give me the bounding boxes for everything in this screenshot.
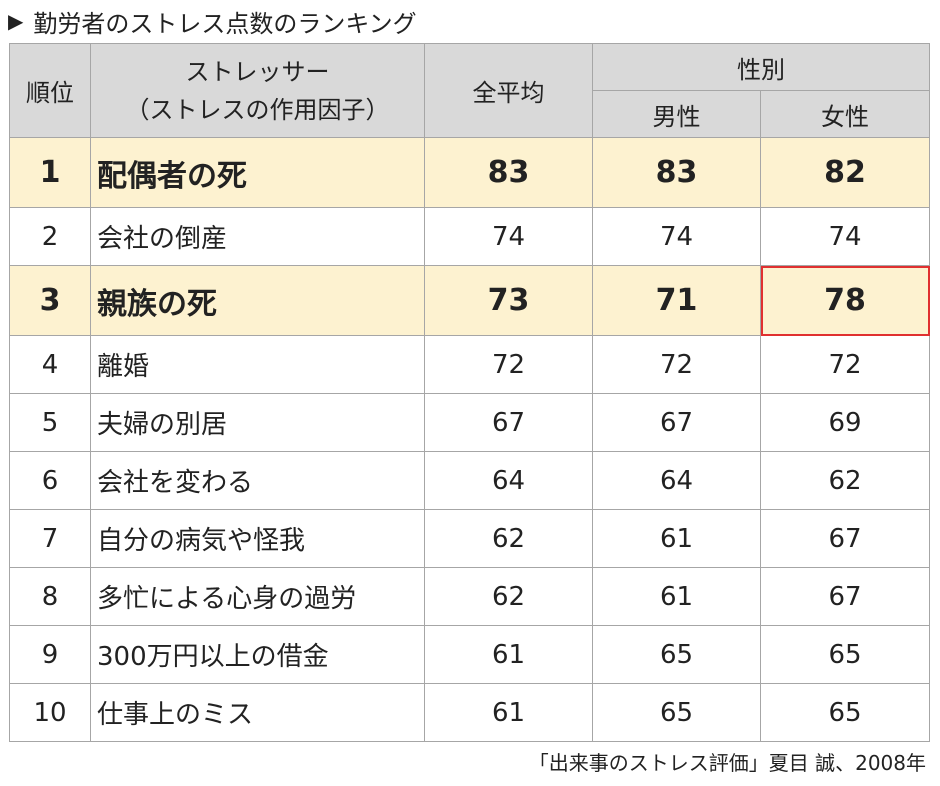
table-row: 9 300万円以上の借金 61 65 65 [9, 625, 930, 684]
table-row: 3 親族の死 73 71 78 [9, 265, 930, 336]
female-cell: 69 [760, 393, 930, 452]
stressor-cell: 離婚 [90, 335, 425, 394]
source-citation: 「出来事のストレス評価」夏目 誠、2008年 [528, 750, 926, 775]
stressor-cell: 仕事上のミス [90, 683, 425, 742]
table-row: 10 仕事上のミス 61 65 65 [9, 683, 930, 742]
overall-cell: 62 [424, 509, 593, 568]
header-male: 男性 [592, 90, 761, 138]
stressor-cell: 自分の病気や怪我 [90, 509, 425, 568]
stressor-cell: 会社の倒産 [90, 207, 425, 266]
stressor-cell: 会社を変わる [90, 451, 425, 510]
rank-cell: 3 [9, 265, 91, 336]
overall-cell: 67 [424, 393, 593, 452]
header-stressor-line1: ストレッサー [185, 57, 330, 86]
rank-cell: 5 [9, 393, 91, 452]
stressor-cell: 多忙による心身の過労 [90, 567, 425, 626]
male-cell: 65 [592, 625, 761, 684]
page-title: ▶ 勤労者のストレス点数のランキング [8, 4, 417, 38]
female-cell: 74 [760, 207, 930, 266]
table-row: 7 自分の病気や怪我 62 61 67 [9, 509, 930, 568]
male-cell: 67 [592, 393, 761, 452]
male-cell: 72 [592, 335, 761, 394]
male-cell: 65 [592, 683, 761, 742]
table-row: 6 会社を変わる 64 64 62 [9, 451, 930, 510]
overall-cell: 64 [424, 451, 593, 510]
overall-cell: 83 [424, 137, 593, 208]
triangle-marker-icon: ▶ [8, 9, 24, 33]
header-gender: 性別 [592, 43, 930, 91]
male-cell: 83 [592, 137, 761, 208]
overall-cell: 61 [424, 683, 593, 742]
male-cell: 74 [592, 207, 761, 266]
header-stressor-line2: （ストレスの作用因子） [125, 95, 390, 124]
female-cell: 65 [760, 625, 930, 684]
stressor-cell: 夫婦の別居 [90, 393, 425, 452]
table-row: 1 配偶者の死 83 83 82 [9, 137, 930, 208]
male-cell: 64 [592, 451, 761, 510]
stressor-cell: 親族の死 [90, 265, 425, 336]
rank-cell: 7 [9, 509, 91, 568]
female-cell: 72 [760, 335, 930, 394]
female-cell: 67 [760, 567, 930, 626]
stressor-cell: 300万円以上の借金 [90, 625, 425, 684]
rank-cell: 10 [9, 683, 91, 742]
stressor-cell: 配偶者の死 [90, 137, 425, 208]
title-text: 勤労者のストレス点数のランキング [33, 9, 417, 38]
female-cell-highlighted: 78 [760, 265, 930, 336]
male-cell: 61 [592, 567, 761, 626]
rank-cell: 9 [9, 625, 91, 684]
overall-cell: 72 [424, 335, 593, 394]
header-stressor: ストレッサー （ストレスの作用因子） [90, 43, 425, 138]
header-female: 女性 [760, 90, 930, 138]
rank-cell: 4 [9, 335, 91, 394]
stress-ranking-table: 順位 ストレッサー （ストレスの作用因子） 全平均 性別 男性 女性 1 配偶者… [9, 43, 930, 742]
header-overall: 全平均 [424, 43, 593, 138]
overall-cell: 61 [424, 625, 593, 684]
overall-cell: 74 [424, 207, 593, 266]
male-cell: 71 [592, 265, 761, 336]
female-cell: 82 [760, 137, 930, 208]
female-cell: 65 [760, 683, 930, 742]
table-row: 8 多忙による心身の過労 62 61 67 [9, 567, 930, 626]
overall-cell: 73 [424, 265, 593, 336]
female-cell: 67 [760, 509, 930, 568]
rank-cell: 2 [9, 207, 91, 266]
female-cell: 62 [760, 451, 930, 510]
table-row: 4 離婚 72 72 72 [9, 335, 930, 394]
table-row: 5 夫婦の別居 67 67 69 [9, 393, 930, 452]
male-cell: 61 [592, 509, 761, 568]
overall-cell: 62 [424, 567, 593, 626]
table-row: 2 会社の倒産 74 74 74 [9, 207, 930, 266]
header-rank: 順位 [9, 43, 91, 138]
rank-cell: 6 [9, 451, 91, 510]
rank-cell: 1 [9, 137, 91, 208]
rank-cell: 8 [9, 567, 91, 626]
